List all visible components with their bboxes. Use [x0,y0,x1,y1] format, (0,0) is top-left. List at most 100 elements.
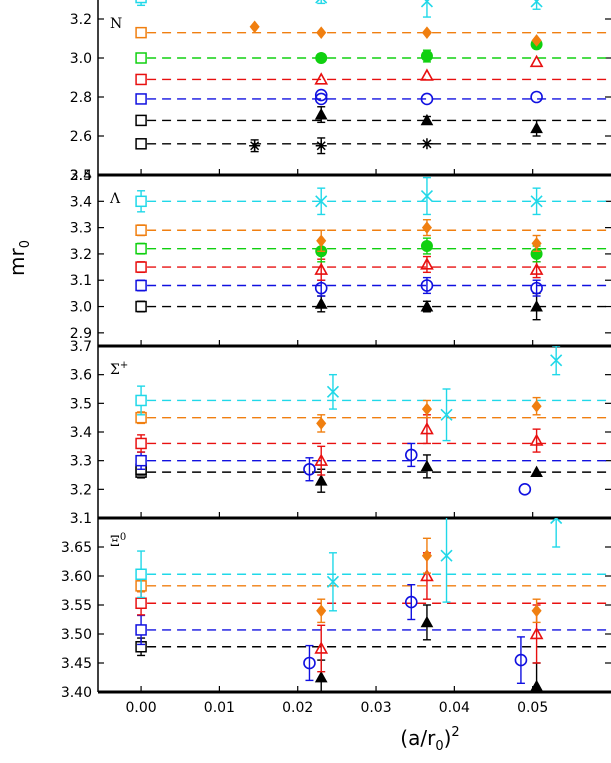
marker-diamond [421,549,432,563]
chart-panels: 2.4 2.6 2.8 3.0 3.2 N 2.9 3.0 3.1 3.2 3.3 3.4 3.5 Λ 3.… [61,0,611,701]
marker-triangle-filled [314,297,328,309]
continuum-square [135,93,147,105]
y-tick-label: 3.60 [61,569,92,585]
panel-plot-area [135,518,611,692]
marker-diamond [421,26,432,39]
y-tick-label: 3.0 [70,300,92,316]
x-tick-label: 0.00 [125,700,156,716]
marker-circle [420,279,434,292]
y-tick-label: 2.4 [70,168,92,184]
marker-circle [303,656,316,670]
marker-triangle [314,641,329,654]
marker-circle [420,92,434,106]
marker-x [420,189,434,203]
y-tick-label: 3.2 [70,247,92,263]
y-tick-label: 3.3 [70,454,92,470]
y-tick-label: 3.45 [61,656,92,672]
marker-circle-filled [315,52,328,64]
y-tick-label: 3.40 [61,685,92,701]
continuum-square [135,26,147,39]
marker-triangle-filled [314,670,328,683]
y-tick-label: 3.1 [70,273,92,289]
y-tick-label: 3.2 [70,12,92,28]
x-tick-label: 0.04 [439,700,470,716]
marker-triangle-filled [420,615,434,628]
continuum-square [135,224,147,236]
marker-circle [514,653,528,667]
y-tick-label: 3.3 [70,221,92,237]
marker-triangle [529,626,544,640]
marker-triangle [314,453,329,466]
marker-x [530,195,543,208]
continuum-square [135,138,147,150]
y-tick-label: 3.5 [70,168,92,184]
marker-triangle-filled [530,679,543,692]
marker-circle [530,90,543,104]
panel-plot-area [135,346,611,496]
marker-triangle [314,72,329,85]
y-tick-label: 3.55 [61,598,92,614]
marker-circle [303,462,316,476]
x-tick-label: 0.02 [282,700,313,716]
marker-triangle [420,568,434,582]
panel: 2.4 2.6 2.8 3.0 3.2 N [70,0,611,184]
panel-plot-area [135,176,611,321]
marker-triangle [314,262,329,275]
panel-plot-area [135,0,611,155]
marker-diamond [531,604,542,618]
marker-circle-filled [420,50,433,63]
continuum-square [135,437,147,450]
marker-circle [404,448,418,462]
y-tick-label: 3.6 [70,368,92,384]
continuum-square [135,624,147,636]
marker-diamond [421,402,432,416]
marker-star [249,140,261,152]
continuum-square [135,73,147,86]
marker-circle [404,595,418,609]
marker-circle [314,92,328,106]
marker-triangle [529,433,544,446]
marker-star [315,140,327,152]
marker-diamond [531,237,542,250]
marker-triangle-filled [420,113,434,126]
marker-x [326,385,340,398]
marker-x [326,575,340,588]
marker-triangle-filled [420,459,434,472]
continuum-square [135,261,147,273]
marker-star [421,138,433,150]
continuum-square [135,597,147,610]
y-tick-label: 3.65 [61,540,92,556]
marker-triangle-filled [420,300,434,312]
marker-x [440,408,453,421]
marker-diamond [531,399,542,413]
x-tick-label: 0.03 [360,700,391,716]
continuum-square [135,568,147,581]
x-tick-label: 0.01 [204,700,235,716]
marker-triangle-filled [314,108,328,120]
marker-x [530,0,543,8]
y-tick-label: 3.2 [70,482,92,498]
y-tick-label: 3.5 [70,396,92,412]
continuum-square [135,279,147,292]
marker-triangle-filled [530,465,543,478]
marker-diamond [316,26,327,39]
y-tick-label: 3.0 [70,51,92,67]
marker-diamond [316,417,327,430]
continuum-square [135,454,147,467]
marker-x [315,195,328,208]
marker-diamond [316,604,327,618]
marker-circle [314,281,328,295]
continuum-square [135,195,147,208]
marker-triangle [420,68,434,81]
x-axis-title: (a/r0)2 [400,725,459,754]
marker-circle [314,88,328,102]
marker-triangle-filled [314,474,328,486]
marker-x [315,0,328,4]
marker-diamond [531,34,542,47]
marker-x [440,549,453,562]
continuum-square [135,114,147,127]
y-tick-label: 3.4 [70,425,92,441]
panel: 2.9 3.0 3.1 3.2 3.3 3.4 3.5 Λ [70,168,611,348]
marker-triangle [420,257,434,270]
